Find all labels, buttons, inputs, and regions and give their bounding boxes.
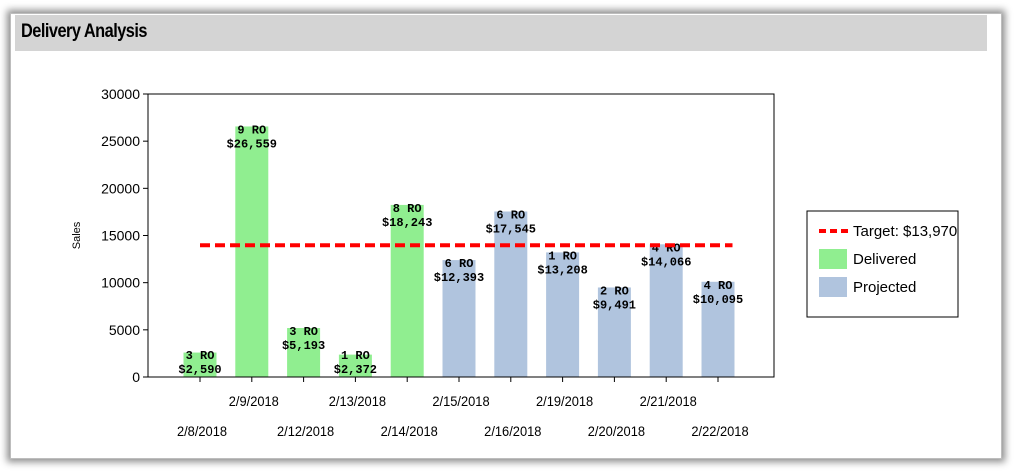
legend-swatch-delivered xyxy=(819,249,847,269)
x-tick-label: 2/21/2018 xyxy=(640,394,697,410)
x-tick-label: 2/8/2018 xyxy=(177,424,227,440)
bar-ro-label: 2 RO xyxy=(600,284,629,298)
y-tick-label: 5000 xyxy=(109,322,140,338)
bar-2-16-2018 xyxy=(494,211,528,377)
legend: Target: $13,970 Delivered Projected xyxy=(806,210,959,318)
x-tick-label: 2/9/2018 xyxy=(229,394,279,410)
x-tick-label: 2/14/2018 xyxy=(381,424,438,440)
bar-2-21-2018 xyxy=(649,244,683,377)
bar-value-label: $26,559 xyxy=(227,137,277,151)
legend-label-delivered: Delivered xyxy=(853,251,916,268)
y-axis-title: Sales xyxy=(71,221,83,249)
bar-2-12-2018 xyxy=(287,328,321,377)
bar-ro-label: 1 RO xyxy=(341,349,370,363)
x-tick-label: 2/16/2018 xyxy=(484,424,541,440)
y-tick-label: 0 xyxy=(132,369,140,385)
bar-ro-label: 3 RO xyxy=(186,349,215,363)
bar-value-label: $9,491 xyxy=(593,298,636,312)
x-tick-label: 2/13/2018 xyxy=(329,394,386,410)
bar-value-label: $17,545 xyxy=(486,222,536,236)
bar-2-20-2018 xyxy=(597,287,631,377)
y-tick-label: 30000 xyxy=(101,86,140,102)
bar-value-label: $10,095 xyxy=(693,293,743,307)
y-tick-label: 25000 xyxy=(101,133,140,149)
x-tick-label: 2/15/2018 xyxy=(432,394,489,410)
bar-ro-label: 6 RO xyxy=(496,208,525,222)
bar-value-label: $2,590 xyxy=(178,363,221,377)
x-tick-label: 2/12/2018 xyxy=(277,424,334,440)
bar-2-22-2018 xyxy=(701,281,735,377)
bar-value-label: $18,243 xyxy=(382,216,432,230)
bar-ro-label: 8 RO xyxy=(393,202,422,216)
bar-ro-label: 1 RO xyxy=(548,249,577,263)
bars-layer xyxy=(183,126,735,377)
y-tick-label: 10000 xyxy=(101,275,140,291)
y-tick-label: 20000 xyxy=(101,180,140,196)
bar-ro-label: 9 RO xyxy=(237,123,266,137)
axes-layer: 0 5000 10000 15000 20000 25000 30000 Sales 2/8/2… xyxy=(71,86,775,440)
bar-value-label: $2,372 xyxy=(334,363,377,377)
bar-2-19-2018 xyxy=(546,252,580,377)
legend-swatch-projected xyxy=(819,277,847,297)
x-tick-label: 2/22/2018 xyxy=(691,424,748,440)
bar-value-label: $13,208 xyxy=(537,263,587,277)
bar-value-label: $12,393 xyxy=(434,271,484,285)
bar-value-label: $5,193 xyxy=(282,339,325,353)
bar-ro-label: 6 RO xyxy=(445,257,474,271)
bar-2-14-2018 xyxy=(390,204,424,377)
bar-2-13-2018 xyxy=(338,354,372,377)
panel-title: Delivery Analysis xyxy=(21,21,147,42)
bar-2-9-2018 xyxy=(235,126,269,377)
bar-value-label: $14,066 xyxy=(641,255,691,269)
legend-label-projected: Projected xyxy=(853,279,916,296)
x-tick-label: 2/20/2018 xyxy=(588,424,645,440)
x-tick-label: 2/19/2018 xyxy=(536,394,593,410)
panel-header: Delivery Analysis xyxy=(15,15,987,51)
bar-2-15-2018 xyxy=(442,260,476,377)
legend-label-target: Target: $13,970 xyxy=(853,223,957,240)
bar-ro-label: 4 RO xyxy=(704,279,733,293)
bar-2-8-2018 xyxy=(183,352,217,377)
y-tick-label: 15000 xyxy=(101,228,140,244)
bar-ro-label: 3 RO xyxy=(289,325,318,339)
